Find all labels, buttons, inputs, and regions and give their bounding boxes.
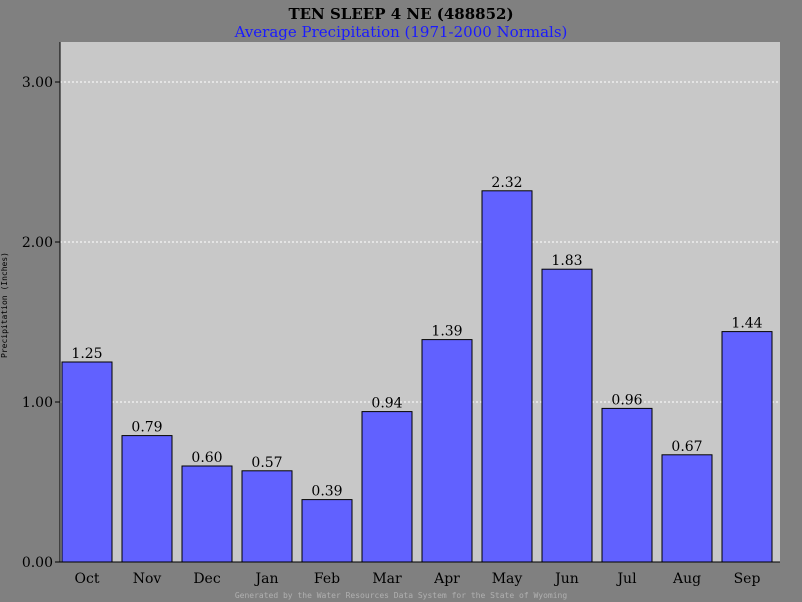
value-label: 0.79 xyxy=(131,420,162,436)
x-tick-label: Nov xyxy=(133,571,162,587)
bar-oct xyxy=(61,361,113,563)
value-label: 0.60 xyxy=(191,450,222,466)
x-tick-label: Sep xyxy=(734,571,761,587)
x-tick-label: Mar xyxy=(372,571,402,587)
x-tick-label: Jan xyxy=(254,571,279,587)
bar-sep xyxy=(721,331,773,563)
bars xyxy=(61,190,773,563)
x-axis-ticks: Oct Nov Dec Jan Feb Mar Apr May Jun Jul Aug Sep xyxy=(75,571,761,587)
bar-nov xyxy=(121,435,173,563)
value-label: 0.94 xyxy=(371,396,402,412)
value-label: 0.67 xyxy=(671,439,702,455)
y-axis-ticks: 0.00 1.00 2.00 3.00 xyxy=(22,75,60,571)
x-tick-label: Dec xyxy=(193,571,221,587)
y-tick-label: 3.00 xyxy=(22,75,53,91)
plot-area xyxy=(60,42,780,562)
bar-aug xyxy=(661,454,713,563)
x-tick-label: Apr xyxy=(433,571,460,587)
x-tick-label: Aug xyxy=(672,571,701,587)
bar-apr xyxy=(421,339,473,563)
x-tick-label: May xyxy=(492,571,523,587)
chart-subtitle: Average Precipitation (1971-2000 Normals… xyxy=(234,23,568,41)
value-label: 2.32 xyxy=(491,175,522,191)
bar-jul xyxy=(601,407,653,563)
bar-jun xyxy=(541,268,593,563)
value-label: 1.44 xyxy=(731,316,762,332)
grid-lines xyxy=(60,81,780,403)
value-label: 0.57 xyxy=(251,455,282,471)
value-labels: 1.25 0.79 0.60 0.57 0.39 0.94 1.39 2.32 1.83 0.96… xyxy=(71,175,762,500)
x-tick-label: Feb xyxy=(314,571,340,587)
value-label: 1.39 xyxy=(431,324,462,340)
y-tick-label: 2.00 xyxy=(22,235,53,251)
x-tick-label: Jul xyxy=(615,571,637,587)
bar-feb xyxy=(301,499,353,563)
y-tick-label: 0.00 xyxy=(22,555,53,571)
bar-dec xyxy=(181,465,233,563)
bar-jan xyxy=(241,470,293,563)
chart-title: TEN SLEEP 4 NE (488852) xyxy=(288,5,514,23)
x-tick-label: Jun xyxy=(553,571,579,587)
y-tick-label: 1.00 xyxy=(22,395,53,411)
value-label: 1.83 xyxy=(551,253,582,269)
x-tick-label: Oct xyxy=(75,571,100,587)
footer-credit: Generated by the Water Resources Data Sy… xyxy=(234,591,568,600)
bar-mar xyxy=(361,411,413,563)
value-label: 1.25 xyxy=(71,346,102,362)
value-label: 0.39 xyxy=(311,484,342,500)
value-label: 0.96 xyxy=(611,392,642,408)
bar-may xyxy=(481,190,533,563)
